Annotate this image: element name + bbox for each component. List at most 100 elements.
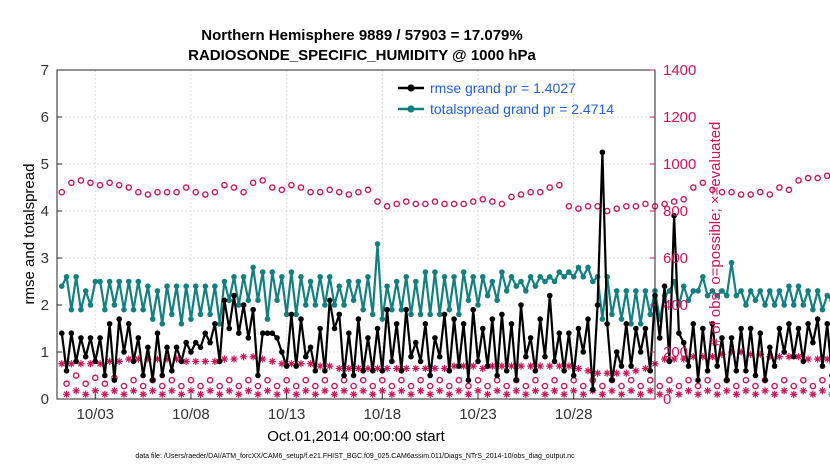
rmse-point bbox=[331, 325, 338, 332]
rmse-point bbox=[135, 335, 142, 341]
obs-possible-point bbox=[72, 372, 80, 379]
rmse-point bbox=[207, 339, 213, 346]
totalspread-point bbox=[312, 302, 319, 308]
obs-possible-point bbox=[407, 382, 415, 390]
obs-possible-point bbox=[752, 382, 759, 390]
totalspread-point bbox=[422, 269, 429, 275]
totalspread-point bbox=[197, 311, 204, 318]
obs-possible-point bbox=[202, 191, 209, 198]
totalspread-point bbox=[647, 311, 654, 318]
rmse-point bbox=[781, 349, 787, 355]
rmse-point bbox=[125, 321, 132, 327]
totalspread-point bbox=[331, 302, 338, 308]
rmse-point bbox=[747, 325, 754, 332]
left-tick-label: 4 bbox=[41, 203, 49, 220]
obs-possible-point bbox=[618, 382, 625, 390]
totalspread-point bbox=[369, 311, 376, 318]
right-tick-label: 1400 bbox=[663, 62, 696, 79]
rmse-point bbox=[212, 321, 218, 327]
rmse-point bbox=[178, 358, 185, 365]
chart-subtitle: RADIOSONDE_SPECIFIC_HUMIDITY @ 1000 hPa bbox=[188, 47, 536, 64]
rmse-point bbox=[226, 325, 233, 332]
right-tick-label: 400 bbox=[663, 297, 688, 314]
rmse-point bbox=[417, 358, 424, 365]
rmse-point bbox=[585, 316, 591, 322]
obs-possible-point bbox=[680, 195, 688, 203]
obs-evaluated-point bbox=[254, 390, 262, 398]
obs-evaluated-point bbox=[627, 387, 635, 395]
obs-evaluated-point bbox=[350, 390, 358, 398]
obs-evaluated-point bbox=[761, 387, 769, 395]
obs-evaluated-point bbox=[287, 360, 296, 368]
obs-possible-point bbox=[565, 202, 573, 210]
rmse-point bbox=[642, 325, 649, 332]
data-file-footnote: data file: /Users/raeder/DAI/ATM_forcXX/… bbox=[135, 453, 575, 460]
obs-evaluated-point bbox=[292, 390, 300, 398]
obs-evaluated-point bbox=[283, 387, 291, 395]
obs-evaluated-point bbox=[158, 390, 166, 398]
obs-evaluated-point bbox=[239, 353, 248, 361]
obs-evaluated-series bbox=[58, 348, 830, 398]
obs-possible-point bbox=[259, 177, 267, 184]
totalspread-point bbox=[523, 288, 529, 294]
rmse-point bbox=[728, 335, 735, 341]
obs-possible-point bbox=[278, 186, 286, 194]
obs-evaluated-point bbox=[302, 387, 310, 395]
rmse-point bbox=[590, 386, 596, 393]
rmse-point bbox=[173, 344, 180, 351]
totalspread-point bbox=[427, 311, 433, 318]
obs-possible-point bbox=[704, 376, 711, 384]
obs-evaluated-point bbox=[775, 353, 783, 361]
obs-possible-point bbox=[431, 198, 439, 205]
obs-possible-point bbox=[273, 382, 281, 390]
obs-evaluated-point bbox=[555, 362, 563, 370]
obs-evaluated-point bbox=[345, 364, 353, 373]
totalspread-point bbox=[336, 283, 343, 290]
rmse-point bbox=[436, 353, 443, 360]
obs-possible-point bbox=[417, 376, 424, 384]
obs-evaluated-point bbox=[474, 387, 482, 395]
totalspread-point bbox=[58, 283, 65, 290]
obs-evaluated-point bbox=[58, 360, 66, 368]
rmse-point bbox=[518, 302, 524, 308]
rmse-point bbox=[169, 368, 175, 374]
obs-evaluated-point bbox=[665, 387, 673, 395]
obs-possible-point bbox=[694, 382, 702, 390]
totalspread-point bbox=[207, 311, 213, 318]
obs-possible-point bbox=[522, 382, 530, 390]
rmse-point bbox=[489, 316, 496, 322]
totalspread-point bbox=[322, 302, 328, 308]
obs-possible-point bbox=[656, 382, 664, 390]
obs-possible-point bbox=[599, 382, 606, 390]
obs-possible-point bbox=[728, 188, 735, 196]
obs-evaluated-point bbox=[804, 355, 812, 363]
rmse-point bbox=[580, 349, 587, 355]
totalspread-point bbox=[613, 288, 620, 294]
obs-possible-point bbox=[302, 376, 310, 384]
obs-possible-point bbox=[91, 374, 99, 382]
obs-evaluated-point bbox=[412, 364, 420, 373]
totalspread-point bbox=[350, 297, 357, 304]
totalspread-point bbox=[417, 311, 424, 318]
totalspread-point bbox=[456, 311, 462, 318]
rmse-point bbox=[216, 358, 223, 365]
obs-evaluated-point bbox=[192, 357, 200, 365]
totalspread-point bbox=[484, 292, 491, 299]
obs-evaluated-point bbox=[479, 364, 487, 373]
totalspread-point bbox=[346, 278, 352, 285]
left-tick-label: 7 bbox=[41, 62, 49, 79]
totalspread-point bbox=[599, 316, 606, 322]
obs-possible-point bbox=[622, 202, 630, 210]
rmse-point bbox=[259, 330, 266, 337]
right-tick-label: 600 bbox=[663, 250, 688, 267]
obs-evaluated-point bbox=[388, 390, 396, 398]
rmse-point bbox=[102, 372, 108, 379]
obs-evaluated-point bbox=[541, 390, 549, 398]
obs-possible-point bbox=[627, 376, 635, 384]
legend-spread-marker bbox=[407, 105, 415, 113]
rmse-point bbox=[556, 330, 563, 337]
obs-evaluated-point bbox=[359, 387, 367, 395]
obs-possible-point bbox=[503, 382, 510, 390]
totalspread-point bbox=[245, 297, 252, 304]
totalspread-point bbox=[728, 259, 735, 266]
